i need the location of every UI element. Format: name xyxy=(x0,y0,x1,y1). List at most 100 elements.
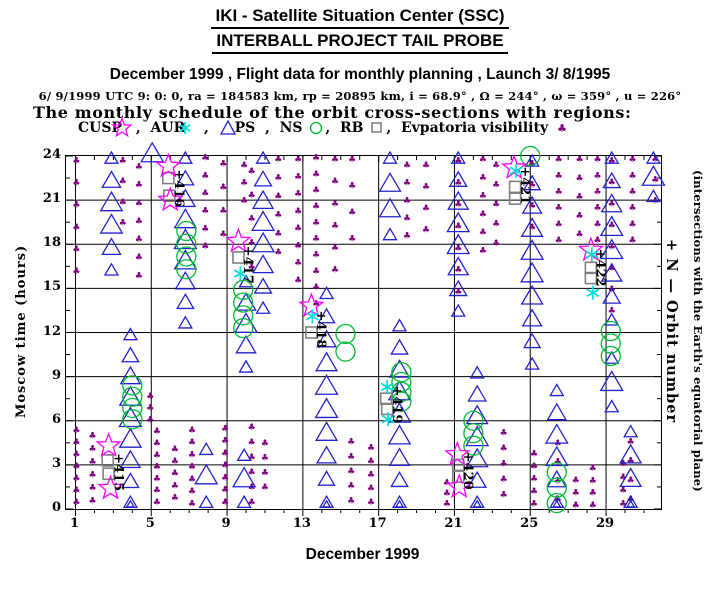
ps-triangle-marker xyxy=(619,443,643,464)
ns-circle-marker xyxy=(233,305,254,326)
ps-triangle-marker xyxy=(446,233,471,255)
ps-triangle-marker xyxy=(390,470,409,488)
evpatoria-club-marker: ♣ xyxy=(575,155,583,165)
evpatoria-club-marker: ♣ xyxy=(593,188,601,198)
ns-circle-marker xyxy=(176,246,197,267)
evpatoria-club-marker: ♣ xyxy=(479,192,487,202)
evpatoria-club-marker: ♣ xyxy=(454,222,462,232)
evpatoria-club-marker: ♣ xyxy=(201,171,209,181)
plot-area: ♣ ♣ ♣ ♣ ♣ ♣ ♣ ♣ ♣ ♣ ♣ ♣ ♣ ♣ ♣ ♣ ♣ ♣ ♣ ♣ ♣ ♣ ♣ ♣ ♣ ♣ ♣ ♣ ♣ ♣ ♣ ♣ ♣ ♣ ♣ ♣ ♣ ♣ ♣ ♣… xyxy=(65,141,666,516)
evpatoria-club-marker: ♣ xyxy=(240,161,248,171)
evpatoria-club-marker: ♣ xyxy=(312,218,320,228)
evpatoria-club-marker: ♣ xyxy=(555,220,563,230)
cusp-star-marker xyxy=(225,227,252,253)
ps-triangle-marker xyxy=(447,190,470,210)
ps-triangle-marker xyxy=(121,346,140,363)
ps-triangle-marker xyxy=(465,404,489,425)
evpatoria-club-marker: ♣ xyxy=(72,157,80,167)
evpatoria-club-marker: ♣ xyxy=(492,181,500,191)
ns-circle-marker xyxy=(233,292,254,313)
evpatoria-club-marker: ♣ xyxy=(479,246,487,256)
evpatoria-club-marker: ♣ xyxy=(500,490,508,500)
evpatoria-club-marker: ♣ xyxy=(619,486,627,496)
x-tick-label: 5 xyxy=(145,516,155,531)
ps-triangle-marker xyxy=(119,365,142,385)
legend-separator: , xyxy=(131,120,151,136)
ps-triangle-marker xyxy=(520,284,544,305)
ps-triangle-marker xyxy=(236,494,252,509)
evpatoria-club-marker: ♣ xyxy=(119,218,127,228)
evpatoria-club-marker: ♣ xyxy=(530,449,538,459)
club-legend-icon: ♣ xyxy=(557,122,567,135)
ps-triangle-marker xyxy=(173,249,198,270)
ps-triangle-marker xyxy=(604,312,620,326)
legend-item-aur: AUR xyxy=(151,119,195,137)
cusp-star-marker xyxy=(97,474,124,500)
evpatoria-club-marker: ♣ xyxy=(347,467,355,477)
evpatoria-club-marker: ♣ xyxy=(608,178,616,188)
x-tick-label: 13 xyxy=(292,516,311,531)
evpatoria-club-marker: ♣ xyxy=(312,251,320,261)
ps-triangle-marker xyxy=(520,217,544,237)
evpatoria-club-marker: ♣ xyxy=(219,230,227,240)
ns-circle-marker xyxy=(122,397,143,419)
ps-triangle-marker xyxy=(382,150,398,164)
evpatoria-club-marker: ♣ xyxy=(221,498,229,508)
project-title: INTERBALL PROJECT TAIL PROBE xyxy=(0,31,720,54)
ns-circle-marker xyxy=(233,317,254,339)
rb-square-marker xyxy=(380,402,394,416)
ns-circle-marker xyxy=(335,341,356,362)
evpatoria-club-marker: ♣ xyxy=(651,155,659,165)
evpatoria-club-marker: ♣ xyxy=(347,496,355,506)
evpatoria-club-marker: ♣ xyxy=(608,242,616,252)
ps-triangle-marker xyxy=(623,424,639,438)
evpatoria-club-marker: ♣ xyxy=(221,424,229,434)
ps-triangle-marker xyxy=(448,170,468,187)
evpatoria-club-marker: ♣ xyxy=(119,157,127,167)
evpatoria-club-marker: ♣ xyxy=(88,432,96,442)
ps-triangle-marker xyxy=(524,356,540,370)
ps-triangle-marker xyxy=(236,447,252,461)
evpatoria-club-marker: ♣ xyxy=(274,211,282,221)
ns-circle-marker xyxy=(176,259,197,280)
evpatoria-club-marker: ♣ xyxy=(201,207,209,217)
ps-triangle-marker xyxy=(103,150,120,164)
star-icon-shape xyxy=(111,116,133,138)
evpatoria-club-marker: ♣ xyxy=(188,487,196,497)
ps-triangle-marker xyxy=(604,150,620,164)
ps-triangle-marker xyxy=(390,338,409,355)
evpatoria-club-marker: ♣ xyxy=(188,426,196,436)
cusp-star-marker xyxy=(157,186,184,212)
ps-triangle-marker xyxy=(177,150,194,164)
evpatoria-club-marker: ♣ xyxy=(572,488,580,498)
ps-triangle-marker xyxy=(99,213,124,234)
orbital-parameters: 6/ 9/1999 UTC 9: 0: 0, ra = 184583 km, r… xyxy=(38,89,682,103)
ps-triangle-marker xyxy=(103,262,120,276)
circle-legend-icon xyxy=(310,121,323,135)
aur-asterisk-marker xyxy=(233,269,247,278)
plot-canvas: ♣ ♣ ♣ ♣ ♣ ♣ ♣ ♣ ♣ ♣ ♣ ♣ ♣ ♣ ♣ ♣ ♣ ♣ ♣ ♣ ♣ ♣ ♣ ♣ ♣ ♣ ♣ ♣ ♣ ♣ ♣ ♣ ♣ ♣ ♣ ♣ ♣ ♣ ♣ ♣… xyxy=(66,141,666,516)
evpatoria-club-marker: ♣ xyxy=(347,482,355,492)
ps-triangle-marker xyxy=(101,170,122,188)
legend-item-label: NS xyxy=(279,120,308,136)
evpatoria-club-marker: ♣ xyxy=(422,161,430,171)
ps-triangle-marker xyxy=(520,261,545,283)
evpatoria-club-marker: ♣ xyxy=(274,174,282,184)
evpatoria-club-marker: ♣ xyxy=(348,235,356,245)
ps-triangle-marker xyxy=(544,423,569,444)
evpatoria-club-marker: ♣ xyxy=(575,230,583,240)
ps-triangle-marker xyxy=(174,270,197,290)
evpatoria-club-marker: ♣ xyxy=(135,199,143,209)
ps-triangle-marker xyxy=(198,441,214,456)
evpatoria-club-marker: ♣ xyxy=(135,253,143,263)
ns-circle-marker xyxy=(233,279,254,300)
evpatoria-club-marker: ♣ xyxy=(119,177,127,187)
evpatoria-club-marker: ♣ xyxy=(555,204,563,214)
club-icon-shape: ♣ xyxy=(557,122,567,135)
legend-item-evpatoria-visibility: Evpatoria visibility ♣ xyxy=(401,119,571,137)
evpatoria-club-marker: ♣ xyxy=(201,224,209,234)
evpatoria-club-marker: ♣ xyxy=(153,498,161,508)
evpatoria-club-marker: ♣ xyxy=(274,248,282,258)
evpatoria-club-marker: ♣ xyxy=(221,449,229,459)
evpatoria-club-marker: ♣ xyxy=(627,457,635,467)
